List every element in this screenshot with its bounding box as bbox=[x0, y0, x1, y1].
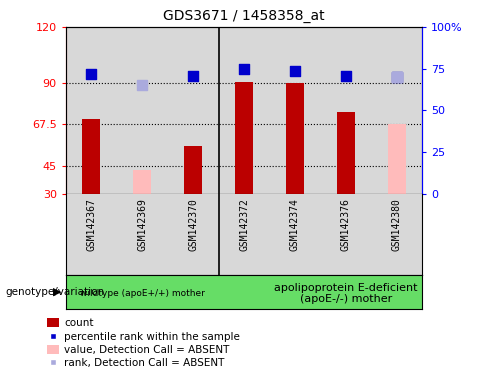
Text: apolipoprotein E-deficient
(apoE-/-) mother: apolipoprotein E-deficient (apoE-/-) mot… bbox=[274, 283, 418, 305]
Text: GSM142369: GSM142369 bbox=[137, 198, 147, 251]
Bar bbox=[388, 124, 406, 194]
Text: GSM142376: GSM142376 bbox=[341, 198, 351, 251]
Point bbox=[393, 74, 401, 80]
Bar bbox=[66, 275, 219, 309]
Bar bbox=[66, 27, 117, 194]
Title: GDS3671 / 1458358_at: GDS3671 / 1458358_at bbox=[163, 9, 325, 23]
Bar bbox=[219, 194, 269, 275]
Bar bbox=[133, 170, 151, 194]
Text: GSM142374: GSM142374 bbox=[290, 198, 300, 251]
Bar bbox=[235, 82, 253, 194]
Text: genotype/variation: genotype/variation bbox=[5, 287, 104, 297]
Text: wildtype (apoE+/+) mother: wildtype (apoE+/+) mother bbox=[80, 289, 204, 298]
Bar bbox=[117, 194, 168, 275]
Bar bbox=[219, 27, 269, 194]
Bar bbox=[117, 27, 168, 194]
Text: ▶: ▶ bbox=[53, 287, 61, 297]
Bar bbox=[184, 146, 202, 194]
Bar bbox=[219, 275, 422, 309]
Bar bbox=[371, 194, 422, 275]
Point bbox=[138, 82, 146, 88]
Point bbox=[342, 73, 350, 79]
Text: GSM142372: GSM142372 bbox=[239, 198, 249, 251]
Bar bbox=[168, 27, 219, 194]
Bar bbox=[168, 194, 219, 275]
Text: GSM142367: GSM142367 bbox=[86, 198, 96, 251]
Text: GSM142380: GSM142380 bbox=[392, 198, 402, 251]
Bar bbox=[320, 194, 371, 275]
Legend: count, percentile rank within the sample, value, Detection Call = ABSENT, rank, : count, percentile rank within the sample… bbox=[47, 318, 240, 369]
Bar bbox=[66, 194, 117, 275]
Bar bbox=[371, 27, 422, 194]
Point bbox=[291, 68, 299, 74]
Point bbox=[393, 74, 401, 80]
Point bbox=[240, 66, 248, 72]
Point bbox=[87, 71, 95, 77]
Bar bbox=[269, 27, 320, 194]
Text: GSM142370: GSM142370 bbox=[188, 198, 198, 251]
Bar bbox=[320, 27, 371, 194]
Bar bbox=[269, 194, 320, 275]
Bar bbox=[286, 83, 304, 194]
Point bbox=[189, 73, 197, 79]
Bar bbox=[82, 119, 100, 194]
Bar bbox=[337, 112, 355, 194]
